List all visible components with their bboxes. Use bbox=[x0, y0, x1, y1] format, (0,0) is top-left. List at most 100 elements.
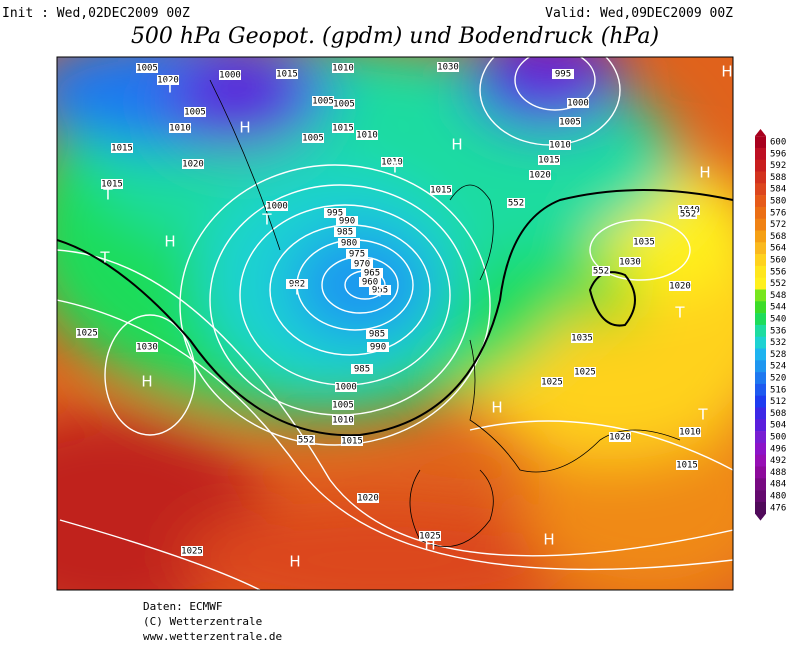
colorbar-label: 560 bbox=[770, 256, 786, 266]
colorbar-swatch bbox=[755, 490, 766, 503]
colorbar-swatch bbox=[755, 289, 766, 302]
pressure-label: 1000 bbox=[219, 71, 241, 81]
label-box bbox=[332, 400, 354, 410]
label-box bbox=[541, 377, 563, 387]
label-box bbox=[334, 227, 356, 237]
colorbar-label: 524 bbox=[770, 362, 786, 372]
label-box bbox=[76, 328, 98, 338]
colorbar-label: 564 bbox=[770, 244, 786, 254]
colorbar-swatch bbox=[755, 159, 766, 172]
label-box bbox=[182, 159, 204, 169]
label-box bbox=[332, 415, 354, 425]
label-box bbox=[351, 259, 373, 269]
pressure-label: 1020 bbox=[529, 171, 551, 181]
label-box bbox=[336, 216, 358, 226]
label-box bbox=[346, 249, 368, 259]
pressure-label: 1020 bbox=[669, 282, 691, 292]
colorbar-swatch bbox=[755, 383, 766, 396]
pressure-label: 985 bbox=[354, 365, 370, 375]
pressure-label: 1010 bbox=[549, 141, 571, 151]
pressure-label: 960 bbox=[362, 278, 378, 288]
low-marker: T bbox=[291, 281, 302, 299]
label-box bbox=[333, 99, 355, 109]
label-box bbox=[679, 209, 697, 219]
label-box bbox=[549, 140, 571, 150]
pressure-label: 1005 bbox=[136, 64, 158, 74]
pressure-label: 1005 bbox=[184, 108, 206, 118]
colorbar-swatch bbox=[755, 478, 766, 491]
height-label: 552 bbox=[680, 210, 696, 220]
label-box bbox=[609, 432, 631, 442]
copyright: (C) Wetterzentrale bbox=[143, 615, 262, 628]
colorbar-label: 476 bbox=[770, 503, 786, 513]
pressure-label: 1010 bbox=[169, 124, 191, 134]
pressure-label: 1025 bbox=[574, 368, 596, 378]
pressure-label: 982 bbox=[289, 280, 305, 290]
colorbar-label: 492 bbox=[770, 456, 786, 466]
pressure-label: 1005 bbox=[312, 97, 334, 107]
isobars bbox=[57, 57, 733, 590]
colorbar-label: 496 bbox=[770, 444, 786, 454]
pressure-label: 1000 bbox=[567, 99, 589, 109]
colorbar-label: 480 bbox=[770, 492, 786, 502]
colorbar-swatch bbox=[755, 324, 766, 337]
low-marker: T bbox=[102, 186, 113, 204]
pressure-label: 1015 bbox=[341, 437, 363, 447]
label-box bbox=[219, 70, 241, 80]
label-box bbox=[297, 435, 315, 445]
pressure-label: 990 bbox=[339, 217, 355, 227]
pressure-label: 1030 bbox=[437, 63, 459, 73]
label-box bbox=[419, 531, 441, 541]
label-box bbox=[136, 342, 158, 352]
colorbar-label: 596 bbox=[770, 149, 786, 159]
colorbar-label: 548 bbox=[770, 291, 786, 301]
colorbar-swatch bbox=[755, 313, 766, 326]
website: www.wetterzentrale.de bbox=[143, 630, 282, 643]
pressure-label: 965 bbox=[364, 269, 380, 279]
label-box bbox=[136, 63, 158, 73]
pressure-label: 1005 bbox=[302, 134, 324, 144]
pressure-label: 1000 bbox=[266, 202, 288, 212]
coastlines bbox=[209, 79, 681, 547]
high-marker: H bbox=[289, 553, 300, 571]
pressure-label: 1015 bbox=[430, 186, 452, 196]
height-label: 552 bbox=[298, 436, 314, 446]
colorbar-label: 556 bbox=[770, 267, 786, 277]
label-box bbox=[669, 281, 691, 291]
pressure-label: 1025 bbox=[541, 378, 563, 388]
pressure-label: 1030 bbox=[136, 343, 158, 353]
label-box bbox=[184, 107, 206, 117]
colorbar-swatch bbox=[755, 336, 766, 349]
colorbar-label: 500 bbox=[770, 433, 786, 443]
valid-time: Valid: Wed,09DEC2009 00Z bbox=[545, 6, 733, 21]
pressure-label: 1005 bbox=[559, 118, 581, 128]
colorbar-label: 552 bbox=[770, 279, 786, 289]
label-box bbox=[361, 268, 383, 278]
label-box bbox=[332, 63, 354, 73]
label-box bbox=[341, 436, 363, 446]
colorbar-swatch bbox=[755, 454, 766, 467]
pressure-label: 1005 bbox=[333, 100, 355, 110]
pressure-label: 995 bbox=[327, 209, 343, 219]
low-marker: T bbox=[374, 283, 385, 301]
colorbar-swatch bbox=[755, 254, 766, 267]
colorbar-swatch bbox=[755, 395, 766, 408]
pressure-label: 985 bbox=[369, 330, 385, 340]
colorbar-label: 580 bbox=[770, 197, 786, 207]
label-box bbox=[437, 62, 459, 72]
pressure-label: 995 bbox=[555, 70, 571, 80]
contour-552 bbox=[57, 189, 733, 437]
low-marker: T bbox=[674, 304, 685, 322]
label-box bbox=[266, 201, 288, 211]
label-box bbox=[571, 333, 593, 343]
pressure-label: 985 bbox=[337, 228, 353, 238]
map-frame bbox=[56, 56, 734, 591]
colorbar-cap bbox=[755, 129, 766, 136]
label-box bbox=[157, 75, 179, 85]
label-box bbox=[181, 546, 203, 556]
colorbar-label: 508 bbox=[770, 409, 786, 419]
label-box bbox=[351, 364, 373, 374]
label-box bbox=[276, 69, 298, 79]
high-marker: H bbox=[721, 63, 732, 81]
label-box bbox=[529, 170, 551, 180]
